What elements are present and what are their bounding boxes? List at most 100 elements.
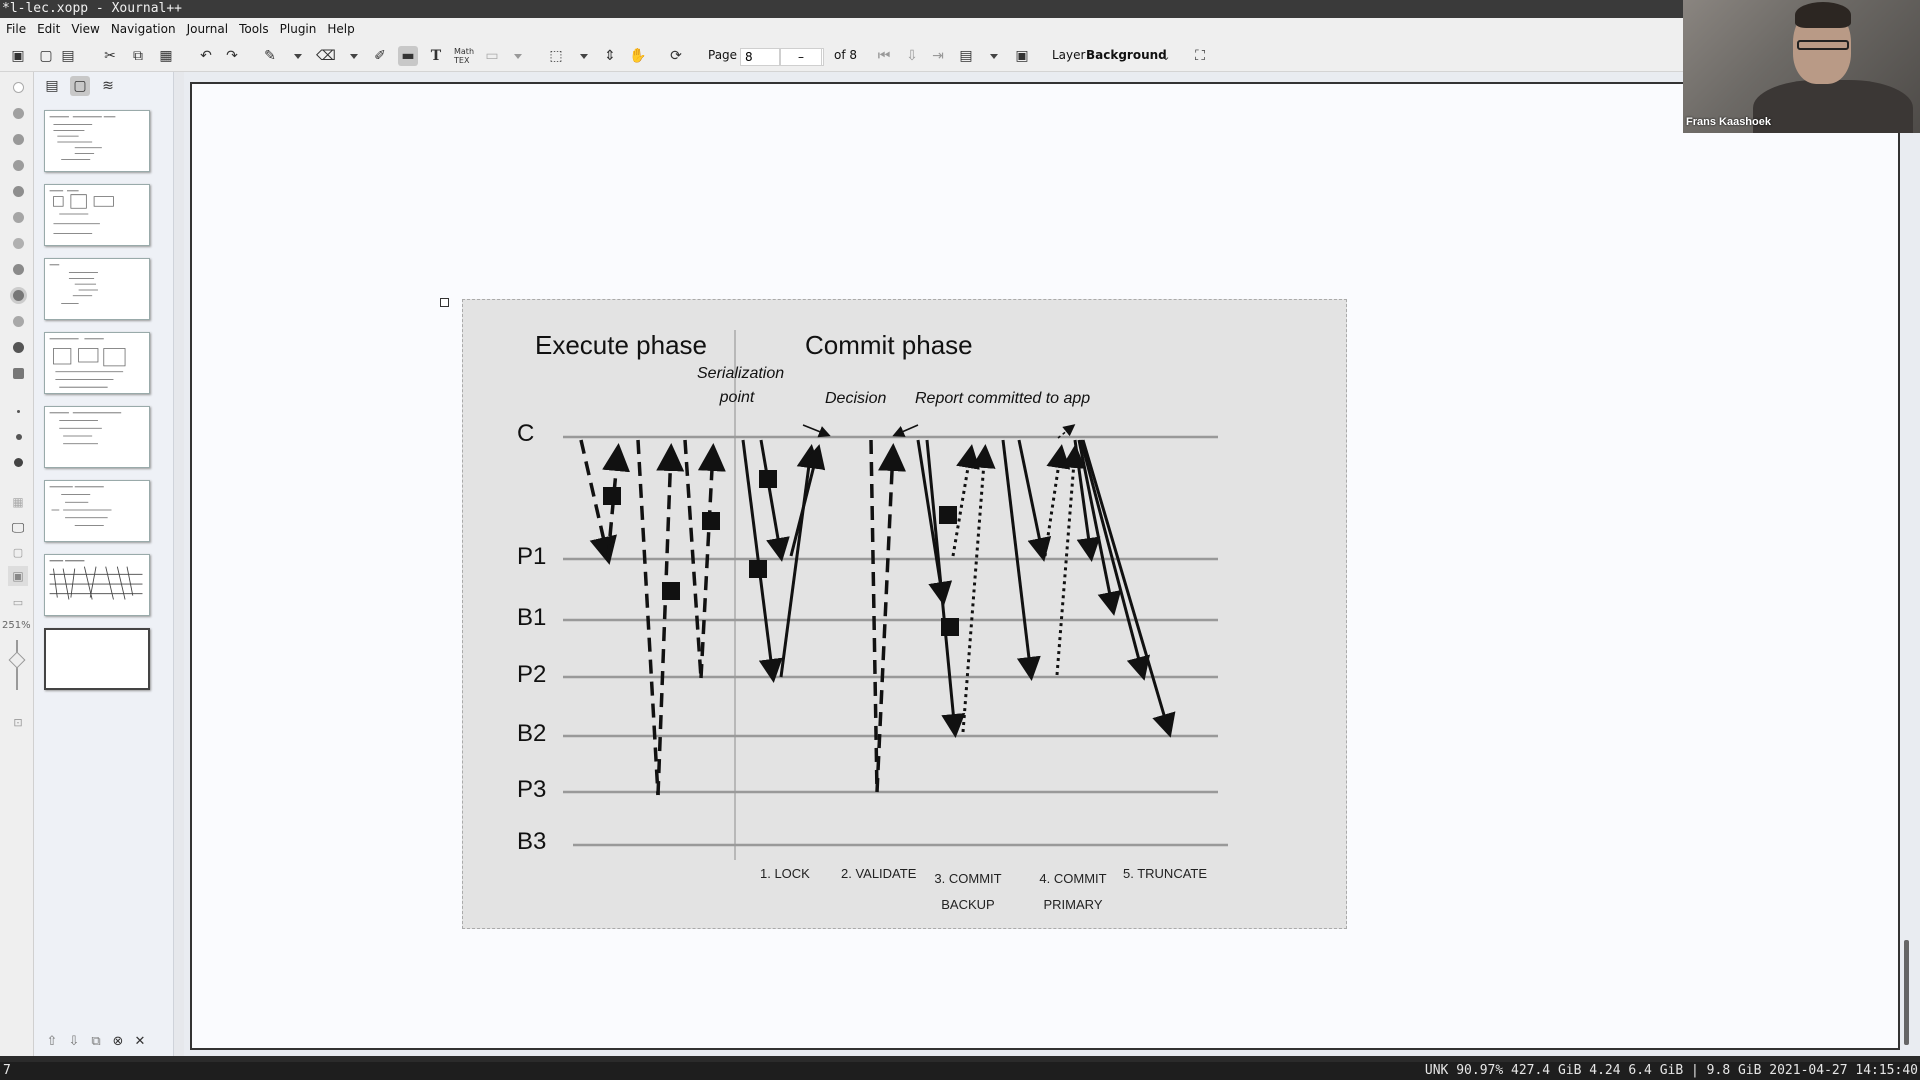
- color-swatch-icon[interactable]: [13, 186, 24, 197]
- page-preview[interactable]: [44, 332, 150, 394]
- grid-icon[interactable]: ▦: [12, 495, 24, 509]
- color-selected-icon[interactable]: [13, 290, 24, 301]
- row-label-b1: B1: [517, 604, 547, 631]
- color-swatch-icon[interactable]: [13, 160, 24, 171]
- copy-page-icon[interactable]: ⧉: [91, 1034, 101, 1049]
- sidebar-splitter[interactable]: [174, 72, 184, 1056]
- page-number-field[interactable]: 8: [740, 48, 780, 66]
- speaker-video: [1753, 80, 1913, 133]
- zoom-level: 251%: [2, 620, 31, 631]
- text-tool-icon[interactable]: T: [430, 48, 442, 64]
- color-swatch-icon[interactable]: [13, 108, 24, 119]
- page-total: of 8: [834, 48, 858, 62]
- select-dropdown-icon[interactable]: [580, 54, 588, 59]
- new-page-icon[interactable]: ▢: [39, 48, 53, 64]
- layer-dropdown-icon[interactable]: ⌄: [1161, 49, 1171, 63]
- size-thick-icon[interactable]: [14, 458, 23, 467]
- color-swatch-icon[interactable]: [13, 238, 24, 249]
- document-page[interactable]: Execute phase Commit phase Serialization…: [190, 82, 1900, 1050]
- pen-dropdown-icon[interactable]: [294, 54, 302, 59]
- toolbar: ▣ ▢ ▤ ✂ ⧉ ▦ ↶ ↷ ✎ ⌫ ✐ ▬ T Math TEX ▭ ⬚ ⇕…: [0, 40, 1920, 72]
- page-preview[interactable]: [44, 554, 150, 616]
- page-preview-sidebar: ▤ ▢ ≋ ⇧ ⇩ ⧉ ⊗ ✕: [34, 72, 174, 1056]
- embedded-diagram-image[interactable]: Execute phase Commit phase Serialization…: [462, 299, 1347, 929]
- undo-icon[interactable]: ↶: [200, 48, 212, 64]
- row-label-c: C: [517, 420, 535, 447]
- zoom-slider-handle[interactable]: [8, 651, 26, 669]
- prev-page-icon[interactable]: ⇩: [906, 48, 918, 64]
- fit-icon[interactable]: ▭: [12, 595, 24, 609]
- fullscreen-icon[interactable]: ⛶: [1195, 48, 1205, 64]
- menu-file[interactable]: File: [6, 22, 27, 36]
- color-swatch-icon[interactable]: [13, 264, 24, 275]
- vertical-space-icon[interactable]: ⇕: [604, 48, 616, 64]
- vertical-scrollbar[interactable]: [1904, 940, 1909, 1045]
- delete-page-circle-icon[interactable]: ⊗: [112, 1034, 124, 1049]
- presentation-icon[interactable]: ▣: [8, 566, 28, 586]
- delete-page-icon[interactable]: ▣: [1015, 48, 1029, 64]
- page-preview[interactable]: [44, 258, 150, 320]
- size-medium-icon[interactable]: [16, 434, 22, 440]
- menu-view[interactable]: View: [71, 22, 100, 36]
- layer-select[interactable]: Background: [1086, 48, 1167, 62]
- lock-icon[interactable]: ▢: [12, 545, 24, 559]
- menu-edit[interactable]: Edit: [37, 22, 61, 36]
- system-status-bar: 7 UNK 90.97% 427.4 GiB 4.24 6.4 GiB | 9.…: [0, 1062, 1920, 1080]
- step-commit-backup-label: 3. COMMIT BACKUP: [934, 871, 1002, 912]
- page-preview[interactable]: [44, 480, 150, 542]
- color-custom-icon[interactable]: [13, 368, 24, 379]
- zoom-fit-icon[interactable]: ⊡: [13, 715, 23, 729]
- page-stepper-plus[interactable]: [822, 48, 824, 66]
- menu-journal[interactable]: Journal: [186, 22, 229, 36]
- move-page-up-icon[interactable]: ⇧: [46, 1034, 58, 1049]
- save-icon[interactable]: ▣: [11, 48, 25, 64]
- menu-plugin[interactable]: Plugin: [279, 22, 317, 36]
- insert-page-icon[interactable]: ▤: [959, 48, 973, 64]
- pen-icon[interactable]: ✎: [264, 48, 276, 64]
- copy-icon[interactable]: ⧉: [133, 48, 143, 64]
- highlighter-icon[interactable]: ✐: [374, 48, 386, 64]
- select-rect-icon[interactable]: ⬚: [549, 48, 563, 64]
- paste-icon[interactable]: ▦: [159, 48, 173, 64]
- image-tool-icon[interactable]: ▬: [398, 46, 418, 66]
- hand-icon[interactable]: ✋: [629, 48, 647, 64]
- sidebar-tab-previews-icon[interactable]: ▢: [70, 76, 90, 96]
- color-swatch-icon[interactable]: [13, 342, 24, 353]
- sidebar-tab-layers-icon[interactable]: ≋: [102, 78, 114, 94]
- move-page-down-icon[interactable]: ⇩: [68, 1034, 80, 1049]
- page-stepper-minus[interactable]: –: [780, 48, 822, 66]
- insert-page-dropdown-icon[interactable]: [990, 54, 998, 59]
- color-swatch-icon[interactable]: [13, 212, 24, 223]
- serialization-point-label: Serialization point: [697, 365, 785, 406]
- cut-icon[interactable]: ✂: [104, 48, 116, 64]
- open-icon[interactable]: ▤: [61, 48, 75, 64]
- page-preview[interactable]: [44, 184, 150, 246]
- page-preview[interactable]: [44, 110, 150, 172]
- monitor-icon[interactable]: 🖵: [11, 520, 25, 536]
- page-preview-current[interactable]: [44, 628, 150, 690]
- menu-navigation[interactable]: Navigation: [110, 22, 176, 36]
- workspace-number[interactable]: 7: [3, 1063, 11, 1078]
- document-canvas[interactable]: Execute phase Commit phase Serialization…: [184, 72, 1920, 1056]
- close-icon[interactable]: ✕: [134, 1034, 146, 1049]
- eraser-icon[interactable]: ⌫: [316, 48, 336, 64]
- first-page-icon[interactable]: ⏮: [877, 48, 891, 64]
- color-swatch-icon[interactable]: [13, 316, 24, 327]
- color-swatch-icon[interactable]: [13, 134, 24, 145]
- commit-phase-title: Commit phase: [805, 330, 973, 360]
- menu-help[interactable]: Help: [327, 22, 355, 36]
- color-white-icon[interactable]: [13, 82, 24, 93]
- system-stats: UNK 90.97% 427.4 GiB 4.24 6.4 GiB | 9.8 …: [1424, 1063, 1918, 1078]
- page-preview[interactable]: [44, 406, 150, 468]
- menu-tools[interactable]: Tools: [239, 22, 269, 36]
- eraser-dropdown-icon[interactable]: [350, 54, 358, 59]
- image-anchor-handle[interactable]: [440, 298, 449, 307]
- sidebar-tab-pages-icon[interactable]: ▤: [45, 78, 59, 94]
- math-tex-icon[interactable]: Math TEX: [454, 47, 475, 65]
- redo-icon[interactable]: ↷: [226, 48, 238, 64]
- shape-icon[interactable]: ▭: [485, 48, 499, 64]
- refresh-icon[interactable]: ⟳: [670, 48, 682, 64]
- shape-dropdown-icon[interactable]: [514, 54, 522, 59]
- next-page-icon[interactable]: ⇥: [932, 48, 944, 64]
- size-fine-icon[interactable]: [17, 410, 20, 413]
